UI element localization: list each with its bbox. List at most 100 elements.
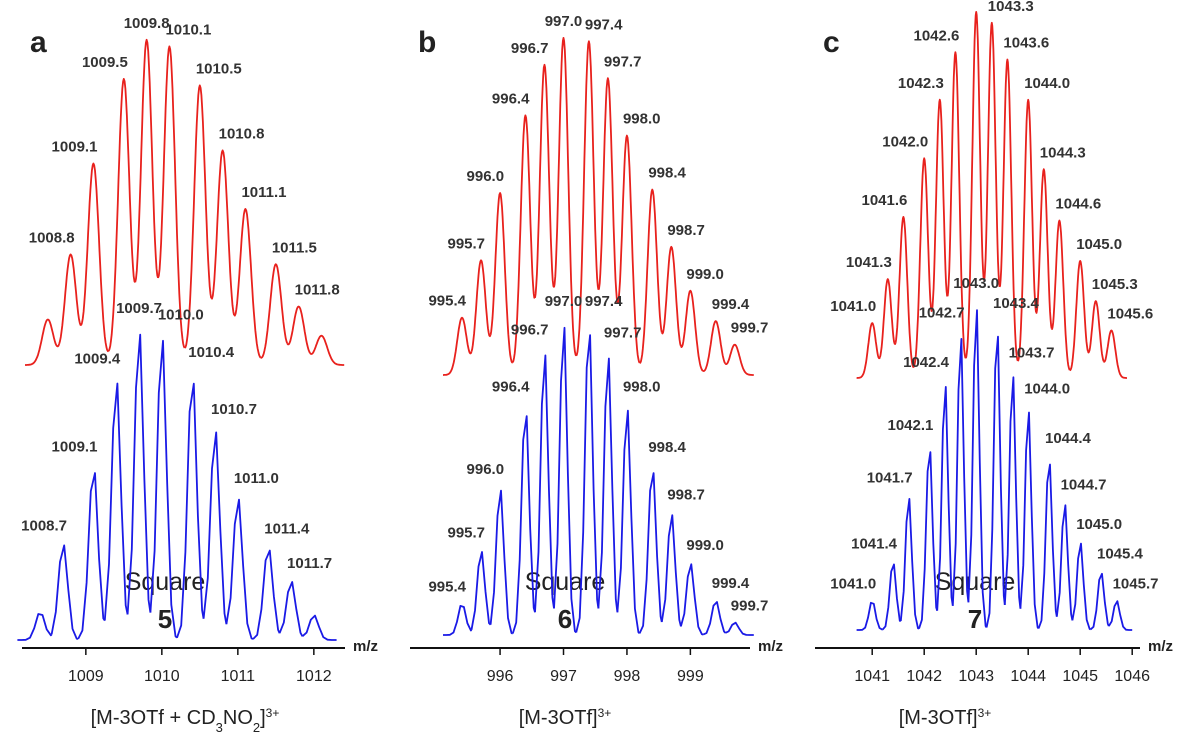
- peak-label: 1009.5: [82, 54, 128, 71]
- calculated-peak: [680, 289, 704, 372]
- formula-part: 3: [216, 720, 223, 735]
- formula: [M-3OTf + CD3NO2]3+: [91, 706, 280, 735]
- observed-peak: [301, 614, 337, 641]
- x-tick-label: 1041: [854, 668, 890, 685]
- peak-label: 1011.4: [264, 521, 310, 538]
- peak-label: 1041.4: [851, 536, 898, 553]
- calculated-peak: [661, 245, 682, 347]
- calculated-peak: [470, 259, 492, 352]
- peak-label: 997.7: [604, 325, 642, 342]
- x-tick-label: 997: [550, 668, 577, 685]
- peak-label: 1011.1: [241, 184, 286, 201]
- compound-name: Square: [935, 568, 1016, 596]
- peak-label: 1045.3: [1092, 276, 1138, 293]
- peak-label: 1010.4: [188, 344, 235, 361]
- observed-peak: [126, 333, 152, 615]
- observed-peak: [638, 472, 663, 634]
- observed-peak: [1003, 376, 1022, 609]
- compound-number: 5: [158, 604, 172, 634]
- peak-label: 996.7: [511, 322, 549, 339]
- observed-peak: [724, 621, 755, 636]
- calculated-peak: [286, 305, 311, 354]
- observed-peak: [470, 551, 492, 630]
- peak-label: 1043.0: [953, 275, 999, 292]
- calculated-peak: [489, 192, 513, 364]
- peak-label: 998.4: [648, 439, 686, 456]
- peak-label: 1043.0: [953, 0, 999, 4]
- observed-peak: [936, 386, 954, 611]
- calculated-peak: [309, 334, 345, 366]
- x-tick-label: 996: [487, 668, 514, 685]
- formula-part: 3+: [598, 706, 612, 720]
- calculated-peak: [210, 149, 235, 316]
- peak-label: 1045.0: [1076, 516, 1122, 533]
- peak-label: 1011.0: [234, 470, 279, 487]
- formula-part: 2: [253, 720, 260, 735]
- peak-label: 999.0: [686, 266, 724, 283]
- peak-label: 1010.8: [219, 126, 265, 143]
- calculated-peak: [983, 21, 1001, 288]
- observed-peak: [881, 563, 901, 631]
- observed-peak: [951, 338, 970, 606]
- panel-letter: a: [30, 26, 47, 59]
- observed-peak: [918, 451, 939, 629]
- peak-label: 1009.7: [116, 300, 162, 317]
- peak-label: 1041.3: [846, 254, 892, 271]
- x-tick-label: 1042: [906, 668, 942, 685]
- compound-name: Square: [125, 568, 206, 596]
- observed-peak: [17, 613, 53, 641]
- peak-label: 997.4: [585, 293, 623, 310]
- calculated-peak: [1017, 98, 1037, 362]
- peak-label: 1043.4: [993, 295, 1040, 312]
- peak-label: 1041.0: [830, 298, 876, 315]
- observed-peak: [103, 382, 129, 621]
- calculated-peak: [184, 84, 213, 349]
- observed-peak: [1019, 411, 1040, 630]
- peak-label: 1010.1: [165, 22, 211, 39]
- observed-peak: [534, 354, 555, 613]
- calculated-peak: [511, 114, 536, 363]
- peak-label: 999.4: [712, 296, 750, 313]
- x-tick-label: 1044: [1010, 668, 1046, 685]
- calculated-peak: [58, 253, 83, 345]
- calculated-peak: [233, 208, 262, 359]
- calculated-peak: [856, 322, 881, 379]
- observed-peak: [597, 357, 619, 613]
- observed-peak: [278, 581, 304, 637]
- formula: [M-3OTf]3+: [519, 706, 612, 729]
- formula: [M-3OTf]3+: [899, 706, 992, 729]
- compound-number: 7: [968, 604, 982, 634]
- x-tick-label: 999: [677, 668, 704, 685]
- observed-peak: [1071, 542, 1092, 631]
- observed-peak: [50, 544, 79, 640]
- peak-label: 1043.3: [988, 0, 1034, 15]
- x-tick-label: 1009: [68, 668, 104, 685]
- peak-label: 1043.6: [1003, 35, 1049, 52]
- observed-peak: [680, 563, 704, 636]
- peak-label: 1010.7: [211, 401, 257, 418]
- peak-label: 997.0: [545, 293, 583, 310]
- peak-label: 996.0: [467, 461, 505, 478]
- formula-part: ]: [260, 707, 266, 729]
- peak-label: 999.7: [731, 320, 769, 337]
- peak-label: 998.4: [648, 165, 686, 182]
- peak-label: 1042.1: [888, 417, 934, 434]
- peak-label: 1010.0: [158, 306, 204, 323]
- peak-label: 1011.8: [295, 282, 340, 299]
- peak-label: 1044.4: [1045, 430, 1092, 447]
- observed-peak: [967, 309, 988, 628]
- x-tick-label: 1012: [296, 668, 332, 685]
- x-axis-label: m/z: [758, 638, 783, 655]
- calculated-peak: [442, 316, 473, 376]
- peak-label: 1009.4: [74, 350, 121, 367]
- peak-label: 1041.7: [867, 470, 913, 487]
- observed-peak: [1089, 572, 1110, 631]
- peak-label: 1009.1: [52, 439, 98, 456]
- peak-label: 995.7: [447, 235, 485, 252]
- peak-label: 1009.1: [52, 139, 98, 156]
- calculated-peak: [107, 78, 136, 352]
- x-axis-label: m/z: [1148, 638, 1173, 655]
- peak-label: 997.4: [585, 16, 623, 33]
- peak-label: 1044.0: [1024, 75, 1070, 92]
- peak-label: 1044.3: [1040, 144, 1086, 161]
